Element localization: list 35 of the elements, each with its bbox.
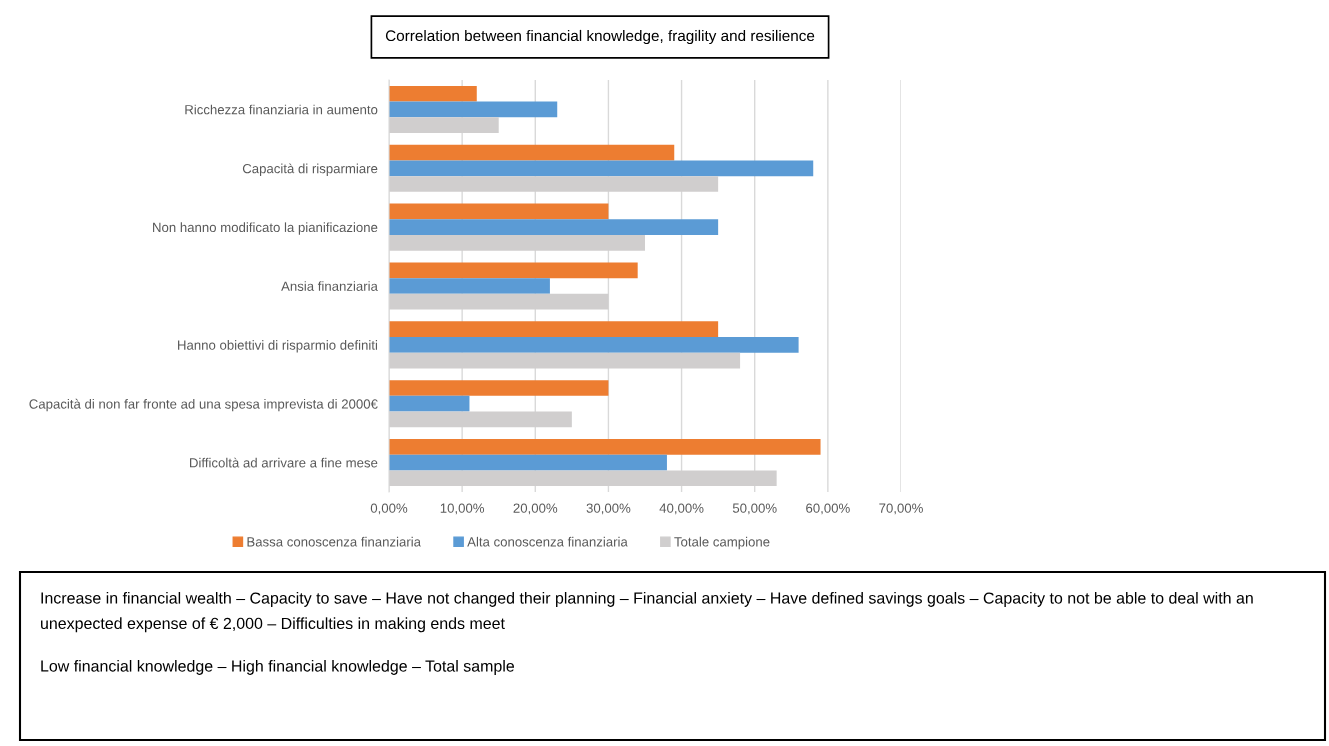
bar xyxy=(389,144,675,161)
bar xyxy=(389,278,550,294)
bar xyxy=(389,454,667,471)
legend-label: Alta conoscenza finanziaria xyxy=(467,536,628,547)
y-tick-label: Ricchezza finanziaria in aumento xyxy=(185,104,378,115)
bar xyxy=(389,321,719,338)
bar xyxy=(389,439,821,455)
chart-title: Correlation between financial knowledge, fragility and resilience xyxy=(385,29,815,45)
legend-label: Totale campione xyxy=(674,536,770,550)
bar xyxy=(389,380,609,396)
x-tick-label: 0,00% xyxy=(370,503,408,515)
text: Increase in financial wealth – Capacity to save – Have not changed their planning – Financial anxiety – Have defined savings goals – Capacity to not be able to deal with an unexpected expense of € 2,000 – Difficulties in making ends meet xyxy=(41,592,1253,633)
x-tick-label: 70,00% xyxy=(879,503,923,515)
bar xyxy=(389,160,814,177)
bar xyxy=(389,337,799,353)
y-tick-label: Capacità di non far fronte ad una spesa imprevista di 2000€ xyxy=(29,398,378,412)
y-tick-label: Difficoltà ad arrivare a fine mese xyxy=(190,457,378,468)
y-tick-label: Capacità di risparmiare xyxy=(242,163,378,176)
bar xyxy=(389,203,609,220)
x-tick-label: 50,00% xyxy=(732,503,777,515)
bar xyxy=(389,219,719,235)
y-tick-label: Ansia finanziaria xyxy=(281,281,378,291)
bar xyxy=(389,101,558,118)
text: Low financial knowledge – High financial knowledge – Total sample xyxy=(41,660,515,675)
bar xyxy=(389,395,470,412)
y-tick-label: Non hanno modificato la pianificazione xyxy=(153,222,378,235)
legend-label: Bassa conoscenza finanziaria xyxy=(247,536,421,547)
bar xyxy=(389,262,638,279)
x-tick-label: 60,00% xyxy=(806,503,850,515)
y-tick-label: Hanno obiettivi di risparmio definiti xyxy=(178,340,378,353)
x-tick-label: 10,00% xyxy=(440,503,485,515)
x-tick-label: 30,00% xyxy=(586,503,631,515)
x-tick-label: 40,00% xyxy=(659,503,704,515)
x-tick-label: 20,00% xyxy=(513,503,558,515)
bar xyxy=(389,85,477,102)
